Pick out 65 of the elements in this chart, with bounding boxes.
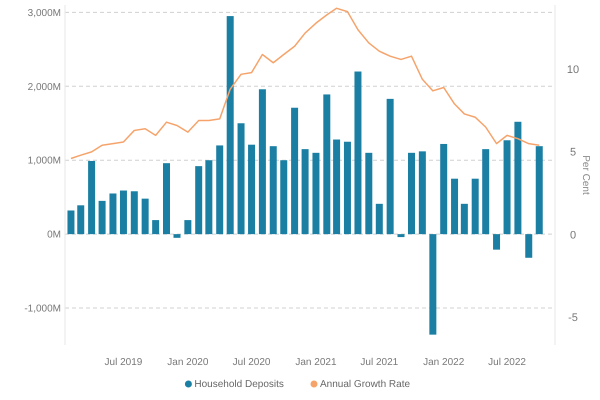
bar: [451, 178, 458, 234]
bar: [184, 220, 192, 234]
bar: [514, 122, 522, 234]
bar: [398, 234, 404, 238]
y2-tick-label: 5: [570, 146, 576, 159]
bar: [195, 166, 202, 234]
bar: [323, 94, 330, 234]
bar: [482, 149, 490, 234]
y-tick-label: 0M: [47, 230, 61, 241]
bar: [291, 108, 298, 234]
y-tick-label: 3,000M: [28, 8, 61, 19]
x-tick-label: Jul 2020: [232, 357, 271, 368]
bar: [216, 145, 224, 234]
y2-tick-label: 0: [570, 229, 576, 242]
bar: [354, 72, 362, 234]
bar: [88, 160, 96, 234]
x-tick-label: Jan 2022: [423, 357, 465, 368]
bar: [536, 146, 543, 234]
bar: [174, 234, 180, 238]
bar: [302, 149, 309, 234]
bar: [77, 205, 84, 234]
bar: [109, 193, 116, 234]
bar: [98, 200, 106, 234]
bar: [386, 98, 394, 234]
bar: [504, 140, 511, 234]
bar: [238, 123, 245, 234]
y2-axis-title: Per Cent: [580, 155, 591, 195]
bar: [472, 178, 479, 234]
bar: [376, 204, 383, 234]
bar: [333, 140, 340, 234]
bar: [163, 163, 170, 234]
bar: [152, 220, 160, 234]
bar: [344, 142, 351, 234]
bar: [280, 160, 288, 234]
bar: [440, 144, 448, 234]
y-tick-label: 2,000M: [28, 82, 61, 93]
bar: [67, 210, 74, 234]
x-tick-label: Jul 2022: [488, 357, 526, 368]
bar: [460, 204, 468, 234]
bar: [408, 152, 415, 234]
bar: [418, 151, 426, 234]
bar: [493, 234, 500, 250]
bar: [365, 152, 372, 234]
bar: [312, 152, 320, 234]
y-tick-label: -1,000M: [24, 304, 61, 315]
legend-label: Annual Growth Rate: [320, 379, 410, 390]
x-tick-label: Jul 2019: [104, 357, 143, 368]
bar: [130, 191, 138, 234]
bar: [270, 146, 277, 234]
x-tick-label: Jul 2021: [360, 357, 399, 368]
y-tick-label: 1,000M: [28, 156, 61, 167]
line-series: [70, 8, 540, 160]
x-tick-label: Jan 2021: [295, 357, 337, 368]
bar: [429, 234, 436, 335]
legend-label: Household Deposits: [194, 379, 284, 390]
bar: [258, 89, 266, 234]
y2-tick-label: -5: [568, 312, 578, 324]
x-tick-label: Jan 2020: [167, 357, 209, 368]
bar: [226, 16, 234, 234]
bar: [142, 198, 149, 234]
bar: [205, 160, 212, 234]
y2-tick-label: 10: [566, 64, 580, 76]
bar: [120, 190, 127, 234]
bar: [525, 234, 532, 258]
bar: [248, 144, 256, 234]
